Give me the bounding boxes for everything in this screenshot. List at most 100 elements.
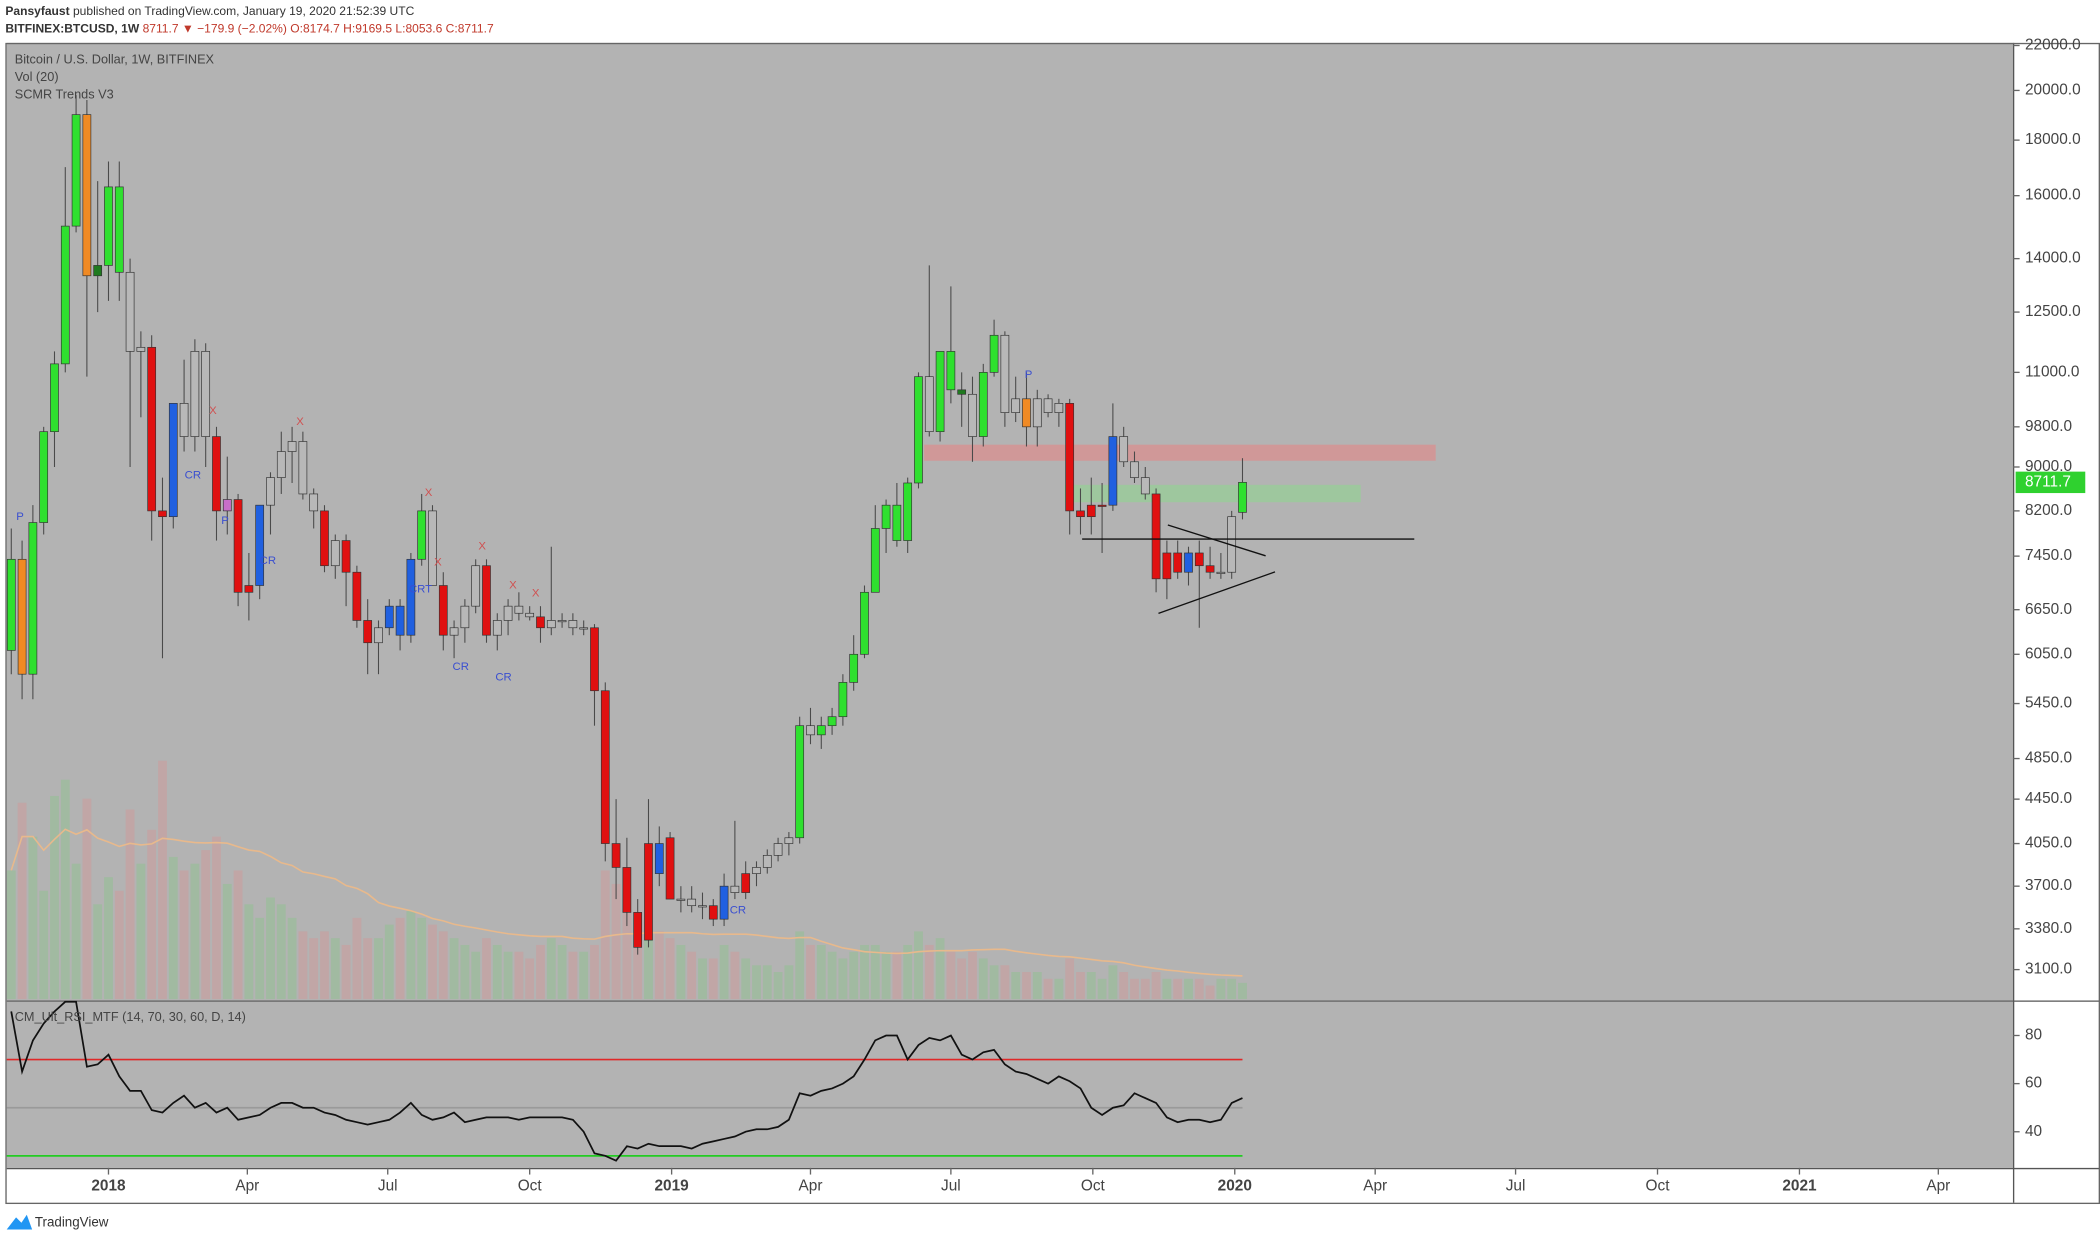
y-tick-label: 3700.0: [2025, 877, 2072, 894]
volume-bar: [579, 951, 589, 1000]
volume-bar: [838, 958, 848, 1000]
signal-marker: P: [16, 511, 24, 523]
candle-body: [1043, 398, 1053, 413]
volume-bar: [1076, 972, 1085, 1000]
candle-body: [1216, 571, 1226, 574]
signal-marker: X: [425, 487, 433, 499]
candle-body: [568, 620, 578, 629]
rsi-tick-label: 40: [2025, 1123, 2042, 1140]
y-tick-label: 8200.0: [2025, 502, 2072, 519]
volume-bar: [633, 917, 643, 1000]
volume-bar: [957, 958, 967, 1000]
volume-bar: [1000, 965, 1010, 1000]
candle-body: [1011, 398, 1021, 413]
candle-body: [654, 843, 664, 874]
candle-body: [438, 585, 448, 636]
rsi-pane: [6, 1001, 2013, 1168]
candle-body: [741, 873, 751, 893]
candle-body: [1097, 504, 1107, 507]
candle-body: [687, 898, 697, 907]
rsi-tick-label: 60: [2025, 1075, 2042, 1092]
candle-body: [406, 558, 416, 636]
volume-bar: [482, 938, 491, 1000]
candle-body: [212, 436, 221, 512]
volume-bar: [471, 951, 481, 1000]
volume-bar: [698, 958, 707, 1000]
volume-bar: [665, 938, 675, 1000]
volume-bar: [762, 965, 772, 1000]
volume-bar: [39, 890, 49, 1000]
signal-marker: CR: [495, 672, 511, 684]
indicator-label: Vol (20): [15, 69, 59, 84]
volume-bar: [374, 938, 383, 1000]
triangle-upper: [1167, 524, 1266, 557]
volume-bar: [1216, 978, 1226, 1000]
volume-bar: [568, 951, 578, 1000]
volume-bar: [1162, 978, 1172, 1000]
volume-bar: [816, 944, 826, 1000]
volume-bar: [384, 924, 394, 1000]
candle-body: [1076, 510, 1085, 518]
candle-body: [827, 716, 837, 727]
candle-body: [136, 346, 146, 352]
volume-bar: [244, 904, 254, 1000]
volume-bar: [536, 944, 545, 1000]
brand: TradingView: [35, 1214, 109, 1229]
x-tick-label: Apr: [1363, 1178, 1387, 1195]
y-tick-label: 7450.0: [2025, 547, 2072, 564]
y-tick-label: 12500.0: [2025, 303, 2081, 320]
volume-ma: [10, 828, 1243, 977]
volume-bar: [17, 802, 27, 1000]
volume-bar: [503, 951, 513, 1000]
volume-bar: [611, 883, 621, 1000]
volume-bar: [276, 904, 286, 1000]
ohlc: O:8174.7 H:9169.5 L:8053.6 C:8711.7: [290, 22, 494, 36]
candle-body: [665, 837, 675, 900]
volume-bar: [1194, 978, 1204, 1000]
candle-body: [978, 372, 988, 437]
y-tick-label: 6050.0: [2025, 645, 2072, 662]
volume-bar: [1173, 978, 1183, 1000]
candle-body: [179, 403, 189, 437]
volume-bar: [179, 870, 189, 1000]
candle-body: [1032, 398, 1042, 428]
volume-bar: [590, 944, 599, 1000]
support-zone: [1064, 484, 1361, 503]
candle-body: [320, 510, 329, 567]
signal-marker: X: [209, 405, 217, 417]
volume-layer: [6, 760, 1247, 1000]
candle-body: [492, 620, 502, 636]
volume-bar: [114, 890, 124, 1000]
candle-body: [579, 627, 589, 630]
candle-body: [1151, 493, 1161, 580]
candle-body: [914, 376, 923, 484]
volume-bar: [1032, 972, 1042, 1000]
candle-body: [1119, 436, 1129, 463]
y-tick-label: 16000.0: [2025, 187, 2081, 204]
candle-body: [482, 565, 491, 636]
signal-marker: X: [434, 557, 442, 569]
y-tick-label: 4850.0: [2025, 750, 2072, 767]
volume-bar: [60, 779, 70, 1000]
signal-marker: X: [296, 416, 304, 428]
candle-body: [676, 898, 686, 901]
volume-bar: [719, 944, 729, 1000]
y-tick-label: 4450.0: [2025, 790, 2072, 807]
x-tick-label: 2021: [1782, 1178, 1817, 1195]
volume-bar: [1065, 958, 1075, 1000]
y-tick-label: 5450.0: [2025, 695, 2072, 712]
volume-bar: [514, 951, 524, 1000]
candle-body: [1205, 565, 1215, 573]
volume-bar: [1043, 978, 1053, 1000]
volume-bar: [309, 938, 319, 1000]
volume-bar: [644, 904, 653, 1000]
candle-body: [330, 540, 340, 567]
candle-body: [600, 690, 610, 844]
volume-bar: [968, 951, 977, 1000]
volume-bar: [168, 856, 178, 1000]
candle-body: [795, 725, 805, 839]
volume-bar: [395, 917, 405, 1000]
candle-body: [773, 843, 783, 856]
candle-body: [719, 885, 729, 920]
candle-body: [870, 528, 880, 593]
